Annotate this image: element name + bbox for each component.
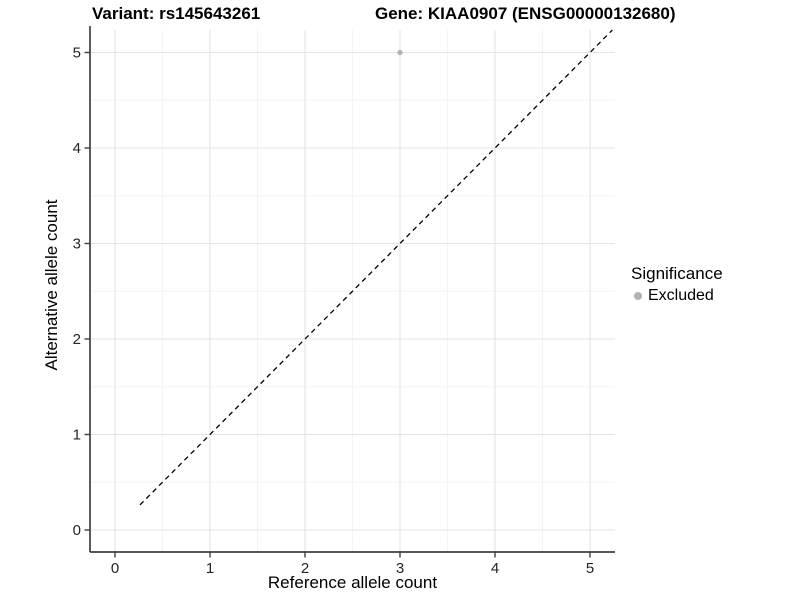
x-tick-label: 3	[396, 560, 404, 577]
legend: Significance Excluded	[628, 264, 723, 305]
plot-title-variant: Variant: rs145643261	[92, 4, 261, 23]
y-tick-label: 1	[73, 427, 81, 444]
y-tick-label: 5	[73, 45, 81, 62]
y-axis-label: Alternative allele count	[42, 199, 61, 371]
x-axis-label: Reference allele count	[267, 573, 438, 592]
y-tick-label: 0	[73, 522, 81, 539]
x-tick-label: 1	[206, 560, 214, 577]
y-tick-label: 3	[73, 236, 81, 253]
x-tick-label: 0	[111, 560, 119, 577]
x-tick-label: 4	[491, 560, 499, 577]
y-tick-label: 4	[73, 140, 81, 157]
y-tick-label: 2	[73, 331, 81, 348]
legend-title: Significance	[631, 264, 723, 283]
identity-dashed-line	[139, 29, 613, 506]
excluded-point-icon	[634, 292, 642, 300]
legend-item-label: Excluded	[648, 287, 714, 304]
x-tick-label: 2	[301, 560, 309, 577]
plot-title-gene: Gene: KIAA0907 (ENSG00000132680)	[375, 4, 676, 23]
data-point-excluded	[397, 49, 403, 56]
x-tick-label: 5	[586, 560, 594, 577]
legend-item-excluded: Excluded	[628, 287, 723, 305]
